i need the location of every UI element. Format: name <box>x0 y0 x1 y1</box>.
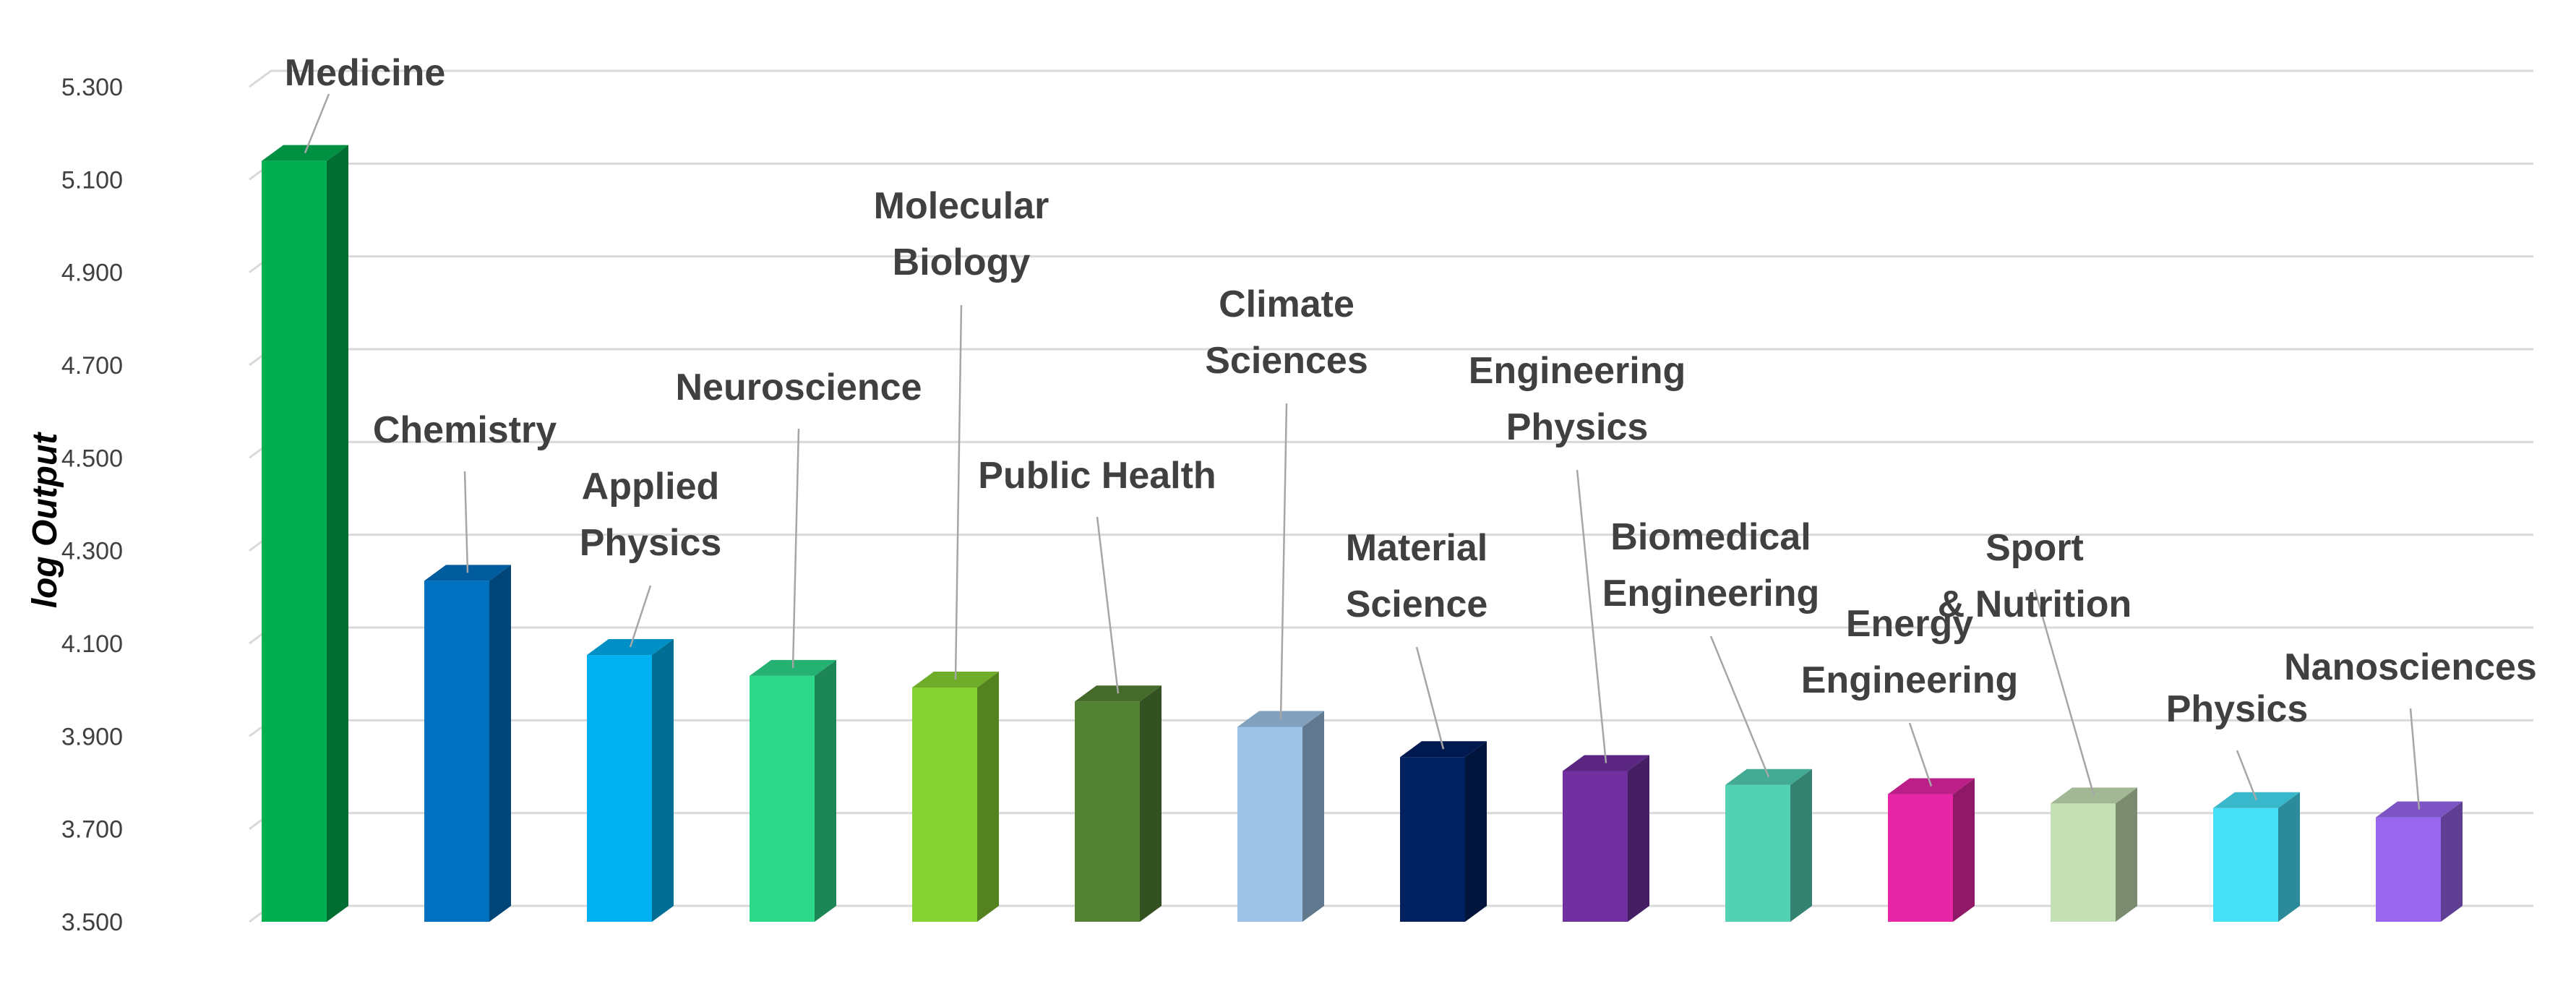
leader-line <box>463 471 469 573</box>
bar-side <box>977 671 999 922</box>
y-tick-label: 4.500 <box>61 445 123 472</box>
bar-4 <box>750 659 836 922</box>
bar-side <box>1953 778 1975 922</box>
leader-line <box>1279 403 1288 719</box>
leader-line <box>1096 516 1120 694</box>
bar-side <box>815 659 836 922</box>
bar-8 <box>1400 741 1487 922</box>
bar-front <box>1075 701 1140 922</box>
bar-side <box>2278 792 2300 922</box>
bar-side <box>1140 685 1162 922</box>
bar-11 <box>1888 778 1975 922</box>
bar-3 <box>587 639 674 922</box>
data-labels: Medicine Chemistry Applied Physics Neuroscie… <box>285 52 2537 730</box>
bar-1 <box>262 145 348 922</box>
bar-side <box>2116 787 2137 922</box>
leader-line <box>1415 646 1445 750</box>
bar-front <box>2213 808 2278 922</box>
y-tick-label: 5.100 <box>61 166 123 194</box>
bar-front <box>1563 771 1628 922</box>
gridline <box>249 348 2533 367</box>
data-label-5: Molecular Biology <box>874 185 1049 283</box>
bar-front <box>750 675 815 922</box>
bar-front <box>2376 817 2441 922</box>
bar-5 <box>912 671 999 922</box>
leader-line <box>2033 588 2095 796</box>
bar-6 <box>1075 685 1162 922</box>
leader-line <box>791 428 800 668</box>
y-tick-label: 3.700 <box>61 816 123 844</box>
leader-line <box>2409 708 2421 810</box>
y-tick-label: 3.500 <box>61 909 123 936</box>
data-label-11: Energy Engineering <box>1801 603 2018 701</box>
y-axis-label: log Output <box>26 432 64 609</box>
bar-front <box>1400 757 1465 922</box>
y-tick-label: 3.900 <box>61 723 123 750</box>
leader-line <box>2236 750 2258 801</box>
gridline <box>249 440 2533 459</box>
bar-13 <box>2213 792 2300 922</box>
gridline <box>249 626 2533 645</box>
data-label-3: Applied Physics <box>580 466 722 564</box>
leader-lines <box>304 93 2421 810</box>
y-tick-label: 4.300 <box>61 538 123 565</box>
bar-front <box>2051 803 2116 922</box>
data-label-6: Public Health <box>978 455 1216 497</box>
bar-front <box>587 655 652 922</box>
leader-line <box>304 93 330 154</box>
bar-10 <box>1725 768 1812 922</box>
bar-front <box>912 687 977 922</box>
y-tick-label: 4.100 <box>61 630 123 658</box>
bar-side <box>1465 741 1487 922</box>
bar-side <box>1302 711 1324 922</box>
leader-line <box>629 585 652 648</box>
leader-line <box>954 304 963 680</box>
bar-side <box>2441 801 2463 922</box>
bar-front <box>1237 727 1302 922</box>
leader-line <box>1576 469 1607 763</box>
bar-9 <box>1563 755 1649 922</box>
bar-2 <box>424 565 511 922</box>
data-label-14: Nanosciences <box>2284 646 2537 688</box>
data-label-9: Engineering Physics <box>1469 350 1686 448</box>
y-tick-label: 5.300 <box>61 74 123 101</box>
leader-line <box>1709 635 1770 778</box>
data-label-1: Medicine <box>285 52 446 94</box>
bar-side <box>652 639 674 922</box>
bar-front <box>1725 784 1790 922</box>
bar-7 <box>1237 711 1324 922</box>
leader-line <box>1908 722 1933 787</box>
y-axis-ticks: 3.500 3.700 3.900 4.100 4.300 4.500 4.700 4.900… <box>61 74 123 936</box>
bar-side <box>489 565 511 922</box>
bar-side <box>327 145 348 922</box>
y-tick-label: 4.700 <box>61 352 123 380</box>
bar-12 <box>2051 787 2137 922</box>
data-label-12: Sport & Nutrition <box>1938 527 2132 625</box>
bar-14 <box>2376 801 2463 922</box>
data-label-8: Material Science <box>1346 527 1488 625</box>
bar-side <box>1790 768 1812 922</box>
gridline <box>249 69 2533 88</box>
y-tick-label: 4.900 <box>61 260 123 287</box>
data-label-13: Physics <box>2166 688 2309 730</box>
data-label-4: Neuroscience <box>675 367 922 408</box>
bar-front <box>424 581 489 922</box>
data-label-7: Climate Sciences <box>1205 283 1368 382</box>
data-label-10: Biomedical Engineering <box>1602 516 1819 615</box>
gridline <box>249 162 2533 181</box>
gridline <box>249 255 2533 273</box>
bar-front <box>1888 794 1953 922</box>
bar-side <box>1628 755 1649 922</box>
bar-front <box>262 160 327 922</box>
data-label-2: Chemistry <box>373 409 557 451</box>
bars <box>262 145 2463 922</box>
